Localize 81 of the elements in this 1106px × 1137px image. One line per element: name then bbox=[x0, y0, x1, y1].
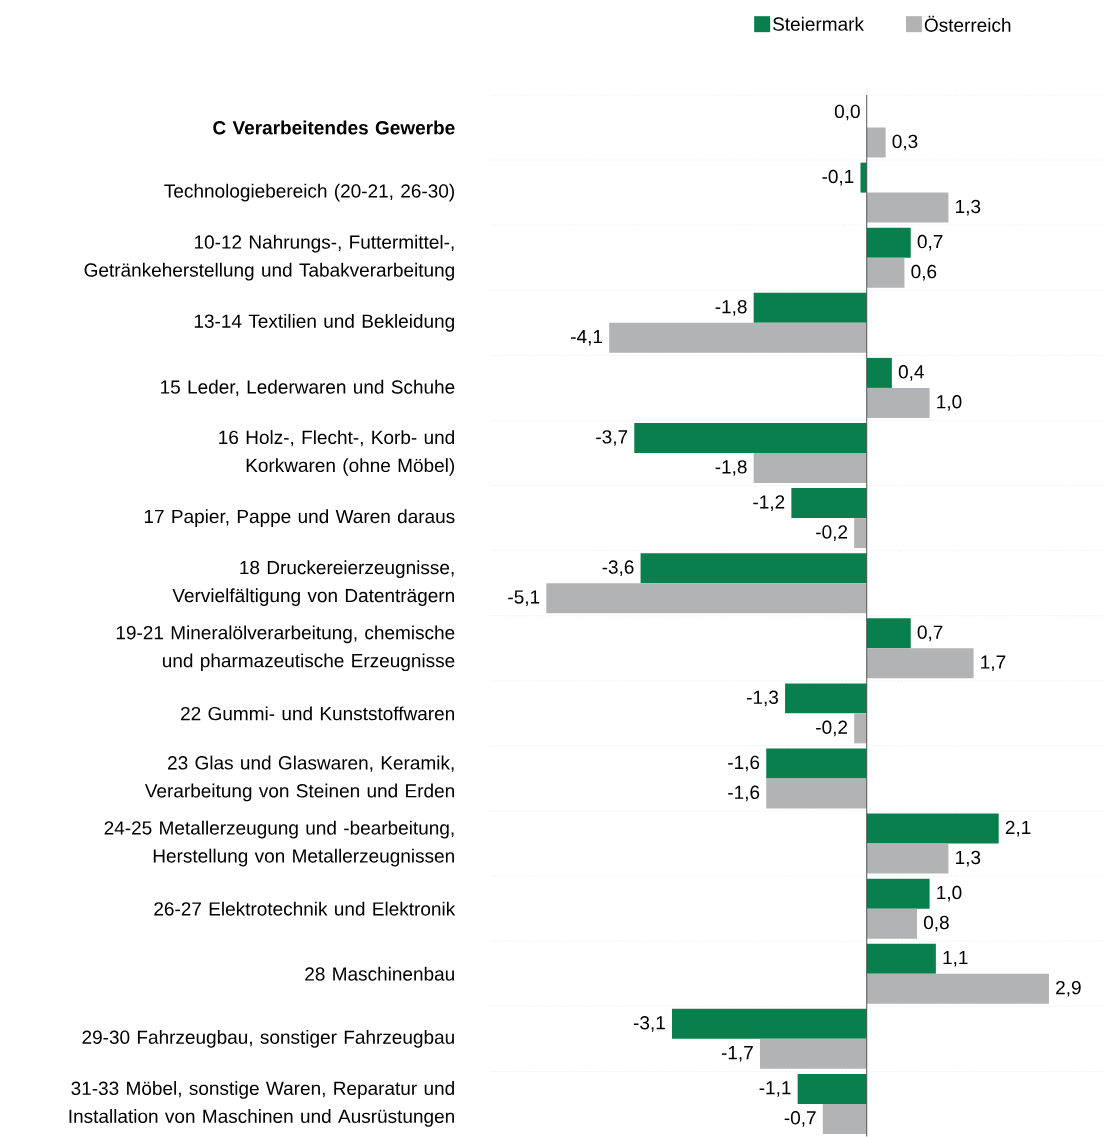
data-label: 0,7 bbox=[917, 234, 943, 251]
y-tick-label: 10-12 Nahrungs-, Futtermittel-, Getränkeherstellung und Tabakverarbeitung bbox=[84, 234, 455, 281]
bar bbox=[760, 1038, 867, 1069]
bar bbox=[866, 878, 930, 909]
data-label: -0,1 bbox=[822, 169, 854, 186]
bar bbox=[791, 488, 867, 519]
bar bbox=[672, 1008, 867, 1039]
data-label: -1,1 bbox=[759, 1081, 791, 1097]
data-label: 1,7 bbox=[981, 655, 1006, 672]
bar bbox=[753, 292, 867, 323]
y-tick-label: 13-14 Textilien und Bekleidung bbox=[195, 313, 455, 332]
bar bbox=[866, 973, 1050, 1004]
data-label: 2,1 bbox=[1005, 820, 1031, 837]
legend-label: Österreich bbox=[924, 15, 1011, 32]
legend-label: Steiermark bbox=[773, 16, 865, 31]
bar bbox=[634, 423, 867, 453]
bar bbox=[609, 322, 867, 353]
bar bbox=[866, 943, 937, 974]
y-tick-label: 28 Maschinenbau bbox=[305, 966, 455, 981]
data-label: -4,1 bbox=[571, 330, 603, 346]
bar bbox=[866, 257, 905, 288]
y-tick-label: 17 Papier, Pappe und Waren daraus bbox=[145, 509, 455, 527]
bar bbox=[766, 748, 867, 779]
data-label: 0,8 bbox=[924, 915, 949, 932]
bar bbox=[866, 843, 949, 874]
data-label: 2,9 bbox=[1056, 980, 1081, 997]
bar bbox=[546, 583, 867, 614]
bar bbox=[866, 227, 911, 258]
data-label: -1,8 bbox=[715, 460, 747, 476]
y-tick-label: 31-33 Möbel, sonstige Waren, Reparatur und Installation von Maschinen und Ausrüstungen bbox=[69, 1081, 455, 1127]
y-tick-label: 15 Leder, Lederwaren und Schuhe bbox=[161, 379, 455, 396]
data-label: -1,7 bbox=[722, 1046, 753, 1062]
y-tick-label: 18 Druckereierzeugnisse, Vervielfältigung von Datenträgern bbox=[172, 560, 455, 607]
y-tick-label: 29-30 Fahrzeugbau, sonstiger Fahrzeugbau bbox=[82, 1030, 455, 1048]
data-label: -1,3 bbox=[747, 690, 779, 707]
y-tick-label: 16 Holz-, Flecht-, Korb- und Korkwaren (ohne Möbel) bbox=[219, 430, 455, 476]
data-label: 1,1 bbox=[943, 951, 968, 967]
data-label: 1,3 bbox=[956, 850, 981, 867]
data-label: -0,2 bbox=[816, 720, 848, 737]
data-label: 0,3 bbox=[892, 134, 918, 151]
bar bbox=[766, 778, 867, 809]
y-tick-label: 19-21 Mineralölverarbeitung, chemische und pharmazeutische Erzeugnisse bbox=[116, 625, 455, 672]
data-label: 1,0 bbox=[937, 885, 962, 902]
bar bbox=[797, 1073, 867, 1104]
data-label: -0,2 bbox=[816, 525, 848, 541]
bar bbox=[866, 618, 911, 649]
y-tick-label: C Verarbeitendes Gewerbe bbox=[213, 120, 455, 135]
bar bbox=[854, 518, 867, 549]
bar bbox=[866, 192, 949, 223]
data-label: 1,0 bbox=[937, 395, 962, 411]
data-label: 1,3 bbox=[956, 199, 981, 216]
y-tick-label: 26-27 Elektrotechnik und Elektronik bbox=[154, 901, 456, 916]
bar bbox=[866, 127, 886, 158]
bar bbox=[866, 908, 918, 939]
bar bbox=[860, 162, 867, 193]
data-label: 0,4 bbox=[898, 365, 925, 381]
data-label: -3,6 bbox=[602, 560, 634, 577]
data-label: -1,6 bbox=[728, 755, 760, 772]
y-tick-label: 23 Glas und Glaswaren, Keramik, Verarbeitung von Steinen und Erden bbox=[145, 755, 455, 802]
bar bbox=[785, 683, 867, 714]
data-label: -3,7 bbox=[596, 430, 628, 446]
data-label: 0,7 bbox=[917, 625, 943, 642]
bar bbox=[866, 357, 893, 388]
y-tick-label: 24-25 Metallerzeugung und -bearbeitung, Herstellung von Metallerzeugnissen bbox=[104, 820, 455, 867]
data-label: -1,6 bbox=[728, 785, 760, 802]
data-label: 0,0 bbox=[835, 104, 860, 121]
data-label: 0,6 bbox=[911, 264, 937, 281]
bar bbox=[822, 1103, 867, 1134]
bar bbox=[866, 648, 974, 679]
y-tick-label: Technologiebereich (20-21, 26-30) bbox=[164, 183, 455, 202]
data-label: -5,1 bbox=[508, 590, 540, 606]
data-label: -0,7 bbox=[784, 1111, 816, 1127]
data-label: -3,1 bbox=[634, 1016, 665, 1032]
bar bbox=[866, 813, 999, 844]
bar bbox=[866, 387, 930, 418]
bar bbox=[854, 713, 867, 744]
y-tick-label: 22 Gummi- und Kunststoffwaren bbox=[181, 706, 455, 721]
data-label: -1,2 bbox=[753, 495, 785, 511]
bar bbox=[640, 553, 867, 584]
bar bbox=[753, 452, 867, 483]
data-label: -1,8 bbox=[715, 299, 747, 316]
